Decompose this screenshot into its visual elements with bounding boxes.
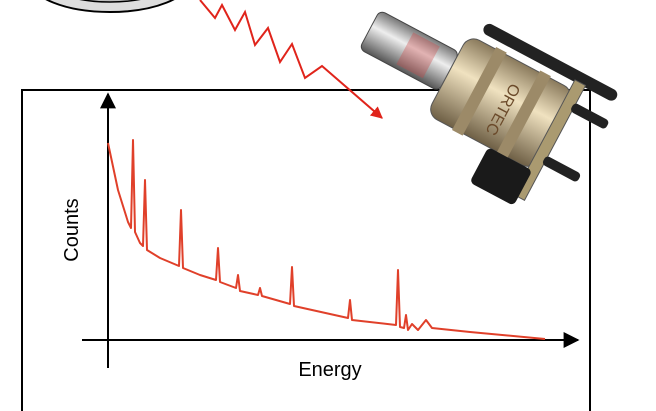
detector-knob bbox=[571, 103, 609, 129]
detector-connector bbox=[471, 148, 531, 205]
detector-ring bbox=[452, 47, 507, 136]
x-axis-label: Energy bbox=[298, 359, 361, 381]
detector-knob bbox=[542, 156, 581, 182]
detector-handle bbox=[483, 23, 618, 101]
gamma-ray-arrow bbox=[199, 0, 383, 119]
source-ellipse-inner bbox=[79, 0, 141, 3]
detector-ring bbox=[496, 70, 551, 160]
spectrum-curve bbox=[107, 139, 546, 340]
detector: ORTEC bbox=[360, 11, 618, 205]
plot-frame bbox=[21, 89, 591, 411]
y-axis-label: Counts bbox=[61, 198, 83, 261]
source-ellipse bbox=[45, 0, 175, 13]
detector-bracket bbox=[513, 79, 587, 201]
detector-band bbox=[396, 32, 440, 79]
